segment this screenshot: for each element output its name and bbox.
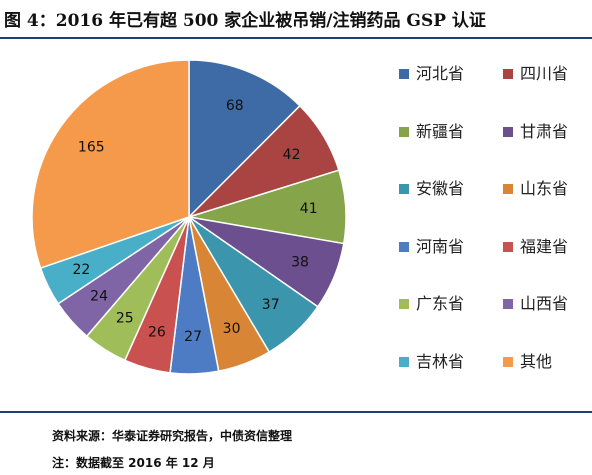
- legend-item: 河北省: [399, 62, 464, 86]
- legend-swatch: [503, 356, 513, 367]
- legend-item: 福建省: [503, 235, 568, 259]
- data-cutoff-note: 注：数据截至 2016 年 12 月: [52, 456, 215, 470]
- slice-value-label: 41: [300, 201, 318, 217]
- pie-slice-12: [31, 59, 190, 270]
- slice-value-label: 30: [223, 321, 241, 337]
- legend-label: 广东省: [416, 294, 465, 313]
- legend-item: 四川省: [503, 62, 568, 86]
- slice-value-label: 38: [291, 255, 309, 271]
- legend-item: 新疆省: [399, 120, 464, 144]
- legend-swatch: [399, 241, 409, 252]
- legend-label: 甘肃省: [520, 121, 569, 141]
- legend-item: 安徽省: [399, 177, 464, 201]
- footer-divider: [0, 411, 592, 413]
- slice-value-label: 26: [148, 325, 166, 341]
- legend-swatch: [399, 356, 409, 367]
- title-divider: [0, 37, 592, 39]
- legend-swatch: [399, 299, 409, 309]
- figure-title: 图 4：2016 年已有超 500 家企业被吊销/注销药品 GSP 认证: [4, 11, 486, 31]
- legend-swatch: [399, 69, 409, 79]
- slice-value-label: 25: [116, 310, 134, 326]
- legend-item: 甘肃省: [503, 120, 568, 144]
- legend-label: 其他: [520, 351, 553, 371]
- legend-item: 其他: [503, 350, 552, 374]
- slice-value-label: 42: [283, 147, 301, 163]
- slice-value-label: 27: [184, 329, 202, 345]
- slice-value-label: 24: [90, 288, 108, 304]
- pie-slice-1: [188, 59, 301, 219]
- legend-item: 吉林省: [399, 350, 464, 374]
- legend-swatch: [503, 126, 513, 137]
- legend-item: 广东省: [399, 292, 464, 316]
- slice-value-label: 22: [72, 262, 90, 278]
- legend-label: 四川省: [520, 64, 569, 83]
- legend-label: 河南省: [416, 236, 465, 256]
- slice-value-label: 68: [226, 98, 244, 114]
- legend-item: 山东省: [503, 177, 568, 201]
- legend-label: 山东省: [520, 179, 569, 198]
- legend-swatch: [503, 241, 513, 252]
- source-note: 资料来源：华泰证券研究报告，中债资信整理: [52, 429, 293, 443]
- pie-slices: [31, 59, 347, 375]
- slice-value-label: 37: [262, 297, 280, 313]
- legend-label: 安徽省: [416, 179, 465, 198]
- legend-swatch: [503, 69, 513, 79]
- legend-swatch: [399, 184, 409, 194]
- legend-label: 新疆省: [416, 121, 465, 141]
- legend-label: 福建省: [520, 236, 569, 256]
- legend-swatch: [503, 184, 513, 194]
- legend-label: 吉林省: [416, 351, 465, 371]
- legend-label: 山西省: [520, 294, 569, 313]
- legend-swatch: [503, 299, 513, 309]
- slice-value-label: 165: [78, 139, 105, 155]
- legend-item: 山西省: [503, 292, 568, 316]
- legend-swatch: [399, 126, 409, 137]
- legend-item: 河南省: [399, 235, 464, 259]
- legend-label: 河北省: [416, 64, 465, 83]
